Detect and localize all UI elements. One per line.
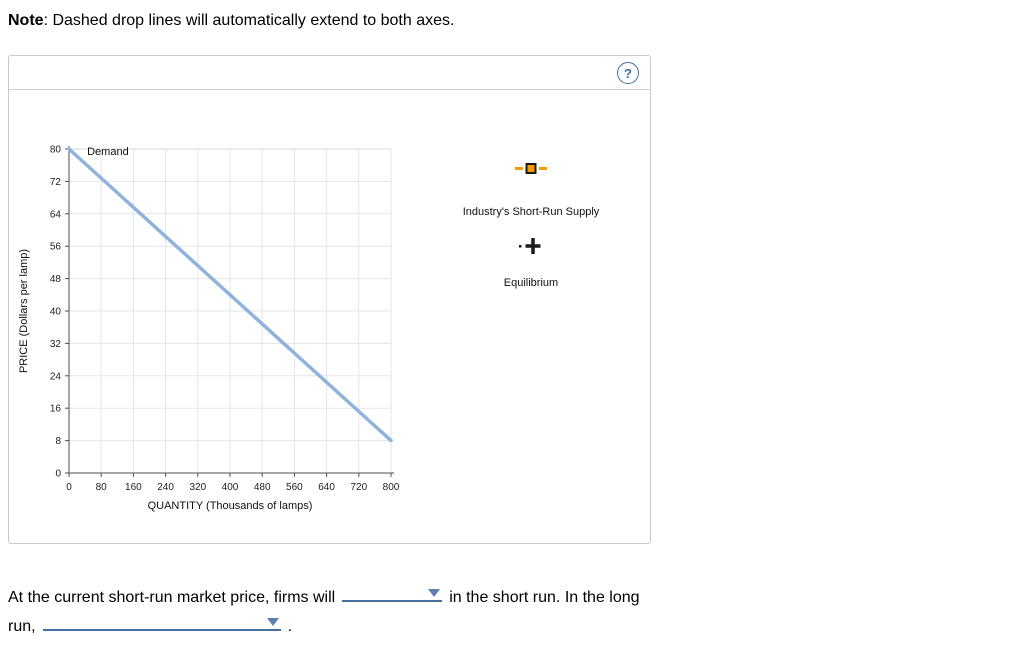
graph-question-panel: ? 0 8 16 24 32 40 48 56 64 72 80 0 80 160 240 320 400 480… <box>8 55 651 544</box>
supply-handle-icon[interactable] <box>515 162 547 175</box>
svg-text:16: 16 <box>50 404 62 415</box>
supply-tool-label: Industry's Short-Run Supply <box>462 206 600 218</box>
svg-text:QUANTITY (Thousands of lamps): QUANTITY (Thousands of lamps) <box>148 500 313 512</box>
svg-text:40: 40 <box>50 307 62 318</box>
chevron-down-icon[interactable] <box>428 589 441 597</box>
equilibrium-icon[interactable] <box>518 234 544 258</box>
svg-text:160: 160 <box>125 482 142 493</box>
svg-text:0: 0 <box>55 469 61 480</box>
note-label: Note <box>8 12 44 29</box>
svg-text:240: 240 <box>157 482 174 493</box>
svg-text:24: 24 <box>50 371 62 382</box>
svg-text:72: 72 <box>50 177 62 188</box>
help-icon[interactable]: ? <box>617 62 639 84</box>
svg-text:64: 64 <box>50 209 62 220</box>
svg-text:320: 320 <box>189 482 206 493</box>
demand-chart[interactable]: 0 8 16 24 32 40 48 56 64 72 80 0 80 160 240 320 400 480 56… <box>15 134 415 526</box>
question-part-3: run, <box>8 618 36 635</box>
svg-text:720: 720 <box>350 482 367 493</box>
question-text: At the current short-run market price, f… <box>8 582 640 640</box>
svg-text:0: 0 <box>66 482 72 493</box>
chevron-down-icon[interactable] <box>266 618 279 626</box>
question-part-2: in the short run. In the long <box>449 589 640 606</box>
svg-text:800: 800 <box>383 482 400 493</box>
svg-text:8: 8 <box>55 436 61 447</box>
svg-text:80: 80 <box>50 145 62 156</box>
panel-header: ? <box>9 56 650 90</box>
svg-text:56: 56 <box>50 242 62 253</box>
equilibrium-tool-label: Equilibrium <box>503 277 559 289</box>
svg-text:80: 80 <box>96 482 108 493</box>
note-text: : Dashed drop lines will automatically e… <box>43 12 455 29</box>
svg-text:48: 48 <box>50 274 62 285</box>
long-run-dropdown[interactable] <box>42 611 281 631</box>
svg-text:Demand: Demand <box>87 146 129 158</box>
short-run-dropdown[interactable] <box>342 582 443 602</box>
question-part-1: At the current short-run market price, f… <box>8 589 336 606</box>
svg-text:400: 400 <box>222 482 239 493</box>
svg-text:PRICE (Dollars per lamp): PRICE (Dollars per lamp) <box>18 249 30 373</box>
svg-text:560: 560 <box>286 482 303 493</box>
question-line-2: run,. <box>8 611 640 640</box>
svg-text:640: 640 <box>318 482 335 493</box>
svg-text:32: 32 <box>50 339 62 350</box>
graph-tools: Industry's Short-Run Supply Equilibrium <box>421 162 641 289</box>
svg-text:480: 480 <box>254 482 271 493</box>
question-line-1: At the current short-run market price, f… <box>8 582 640 611</box>
question-part-4: . <box>287 618 293 635</box>
note: Note: Dashed drop lines will automatical… <box>8 12 454 30</box>
